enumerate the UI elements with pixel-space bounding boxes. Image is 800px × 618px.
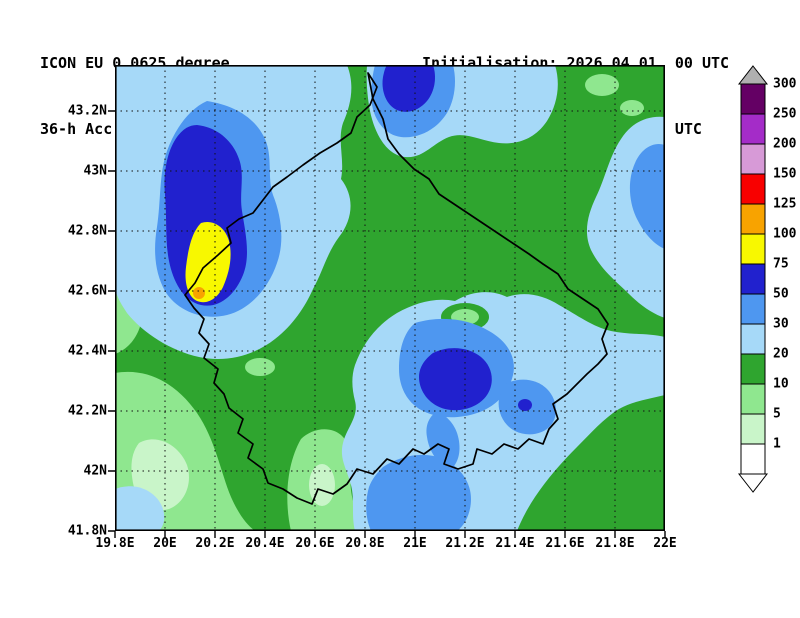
x-tick-label: 21.6E xyxy=(545,536,585,551)
colorbar-segment-125-150 xyxy=(740,173,766,205)
colorbar-segment-30-50 xyxy=(740,293,766,325)
y-tick-label: 43N xyxy=(83,163,107,179)
y-tick-label: 42.6N xyxy=(67,283,107,299)
country-border-line xyxy=(184,72,609,505)
x-tick-label: 20.4E xyxy=(245,536,285,551)
x-tick-label: 21.4E xyxy=(495,536,535,551)
y-tick-label: 42.2N xyxy=(67,403,107,419)
precip-region-100-125 xyxy=(193,287,205,299)
colorbar-label: 1 xyxy=(773,437,781,452)
precip-region-75-100 xyxy=(185,221,231,303)
colorbar-label: 20 xyxy=(773,347,789,362)
colorbar-segment-150-200 xyxy=(740,143,766,175)
precip-region-50-75 xyxy=(518,399,532,411)
graticule-gridlines xyxy=(115,65,665,531)
axis-tick-marks xyxy=(108,110,666,538)
colorbar-segment-1-5 xyxy=(740,413,766,445)
colorbar-segment-50-75 xyxy=(740,263,766,295)
colorbar-label: 100 xyxy=(773,227,797,242)
colorbar-label: 30 xyxy=(773,317,789,332)
precip-region-30-50 xyxy=(366,454,471,531)
y-tick-label: 41.8N xyxy=(67,523,107,539)
colorbar-segment-10-20 xyxy=(740,353,766,385)
x-tick-label: 21.2E xyxy=(445,536,485,551)
precip-region-20-30 xyxy=(115,486,165,531)
x-tick-label: 21.8E xyxy=(595,536,635,551)
y-tick-label: 42N xyxy=(83,463,107,479)
y-tick-label: 42.4N xyxy=(67,343,107,359)
precip-region-5-10 xyxy=(585,74,619,96)
x-tick-label: 22E xyxy=(653,536,677,551)
colorbar-label: 75 xyxy=(773,257,789,272)
colorbar-label: 250 xyxy=(773,107,797,122)
colorbar-label: 10 xyxy=(773,377,789,392)
precip-region-30-50 xyxy=(426,411,460,471)
colorbar-segment-20-30 xyxy=(740,323,766,355)
colorbar-segment-250-300 xyxy=(740,83,766,115)
precip-region-50-75 xyxy=(382,65,435,112)
precip-region-5-10 xyxy=(245,358,275,376)
x-tick-label: 21E xyxy=(403,536,427,551)
colorbar: 300 250 200 150 125 100 75 50 30 20 10 5… xyxy=(737,65,797,493)
precipitation-map xyxy=(108,65,666,538)
precip-region-50-75 xyxy=(419,348,492,411)
colorbar-segment-75-100 xyxy=(740,233,766,265)
x-tick-label: 19.8E xyxy=(95,536,135,551)
colorbar-segment-under-1 xyxy=(740,443,766,475)
colorbar-segment-100-125 xyxy=(740,203,766,235)
precip-region-30-50 xyxy=(629,143,665,249)
x-tick-label: 20.2E xyxy=(195,536,235,551)
colorbar-label: 150 xyxy=(773,167,797,182)
colorbar-overflow-bottom-triangle xyxy=(737,473,769,493)
y-tick-label: 42.8N xyxy=(67,223,107,239)
colorbar-overflow-top-triangle xyxy=(737,65,769,85)
colorbar-label: 125 xyxy=(773,197,796,212)
colorbar-segment-5-10 xyxy=(740,383,766,415)
x-tick-label: 20.8E xyxy=(345,536,385,551)
x-tick-label: 20.6E xyxy=(295,536,335,551)
colorbar-segment-200-250 xyxy=(740,113,766,145)
colorbar-label: 300 xyxy=(773,77,797,92)
map-frame xyxy=(115,65,666,531)
colorbar-label: 5 xyxy=(773,407,781,422)
colorbar-label: 50 xyxy=(773,287,789,302)
colorbar-label: 200 xyxy=(773,137,797,152)
x-tick-label: 20E xyxy=(153,536,177,551)
y-tick-label: 43.2N xyxy=(67,103,107,119)
precip-region-5-10 xyxy=(620,100,644,116)
